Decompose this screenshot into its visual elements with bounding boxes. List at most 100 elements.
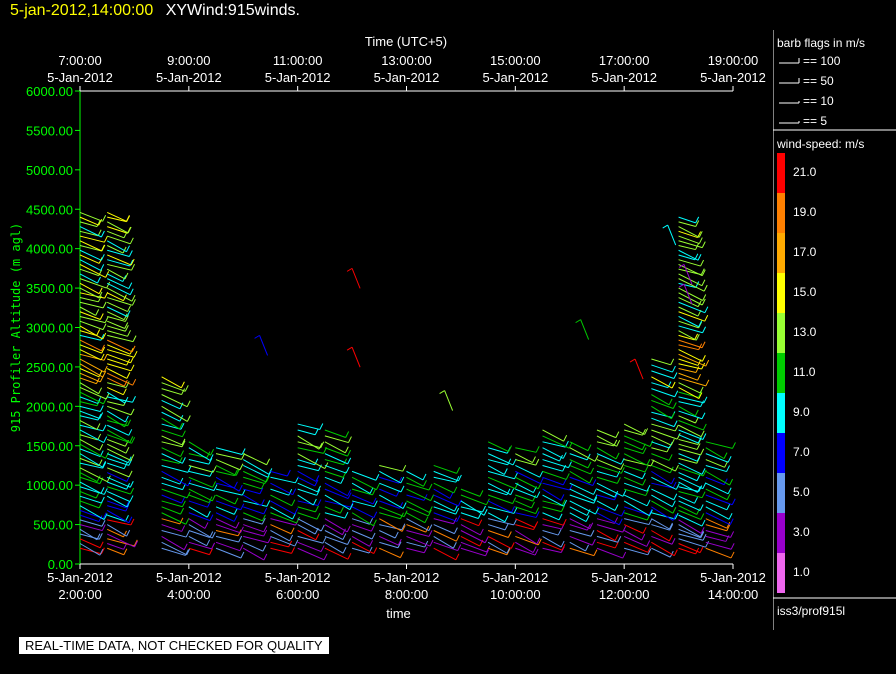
wind-barb-flag: [103, 354, 108, 361]
wind-barb: [705, 470, 730, 486]
wind-barb: [106, 448, 132, 461]
colorbar-tick-label: 9.0: [793, 405, 810, 419]
wind-barb: [106, 287, 133, 302]
wind-barb: [270, 500, 295, 515]
wind-barb-flag: [673, 420, 678, 427]
wind-barb: [297, 423, 320, 430]
wind-barb: [351, 530, 373, 540]
wind-barb: [705, 547, 732, 559]
wind-barb: [623, 453, 648, 466]
wind-barb: [79, 443, 106, 459]
wind-barb-flag: [593, 488, 597, 495]
wind-barb: [79, 519, 103, 527]
wind-barb: [623, 541, 648, 553]
wind-barb: [161, 524, 182, 532]
wind-barb-flag: [617, 536, 622, 543]
wind-barb-flag: [180, 450, 184, 457]
wind-barb-flag: [590, 530, 595, 537]
wind-barb: [488, 518, 514, 526]
wind-barb-flag: [536, 491, 541, 498]
wind-barb-flag: [268, 468, 273, 475]
x2-tick-time: 15:00:00: [490, 53, 541, 68]
wind-barb-flag: [340, 477, 345, 484]
wind-barb-flag: [124, 396, 129, 404]
wind-barb: [297, 476, 316, 487]
wind-barb-flag: [181, 496, 186, 504]
y-tick-label: 5000.00: [26, 163, 73, 178]
wind-barb-flag: [103, 436, 108, 443]
wind-barb-flag: [179, 422, 183, 430]
wind-barb-flag: [239, 544, 244, 551]
wind-barb: [596, 541, 616, 549]
wind-barb-flag: [128, 470, 133, 478]
y-tick-label: 1000.00: [26, 478, 73, 493]
wind-barb: [542, 541, 563, 551]
wind-barb: [487, 465, 505, 475]
wind-barb: [106, 221, 129, 234]
wind-barb: [596, 535, 618, 543]
wind-barb: [596, 453, 622, 465]
wind-barb-flag: [130, 356, 135, 364]
wind-barb: [161, 530, 187, 538]
wind-barb-flag: [701, 355, 706, 362]
wind-barb: [433, 482, 455, 494]
wind-barb-flag: [100, 254, 105, 261]
wind-barb-flag: [701, 412, 706, 419]
wind-barb-flag: [701, 519, 706, 527]
wind-barb: [460, 530, 486, 544]
wind-barb: [215, 447, 243, 455]
wind-barb: [678, 216, 696, 224]
wind-barb: [460, 524, 481, 536]
wind-barb-flag: [482, 505, 486, 513]
wind-barb-flag: [456, 515, 461, 522]
wind-barb-flag: [347, 492, 352, 499]
wind-barb-flag: [317, 485, 321, 493]
wind-barb-flag: [673, 372, 678, 379]
wind-barb-flag: [286, 469, 291, 477]
wind-barb: [705, 535, 726, 542]
wind-barb-flag: [181, 457, 186, 464]
wind-barb: [705, 464, 727, 473]
colorbar-tick-label: 11.0: [793, 365, 816, 379]
wind-barb: [106, 528, 124, 538]
wind-barb: [379, 518, 403, 532]
wind-barb-flag: [701, 468, 706, 475]
x-tick-date: 5-Jan-2012: [482, 570, 548, 585]
wind-barb-flag: [641, 533, 646, 541]
wind-barb-flag: [105, 392, 110, 400]
wind-barb-flag: [343, 458, 348, 465]
wind-barb: [624, 482, 648, 492]
wind-barb-flag: [457, 544, 462, 551]
wind-barb-flag: [671, 381, 676, 389]
wind-barb-flag: [668, 534, 673, 542]
wind-barb: [569, 476, 593, 486]
wind-barb: [542, 512, 560, 521]
wind-barb: [569, 470, 590, 484]
wind-barb-flag: [98, 533, 103, 540]
wind-barb-flag: [375, 483, 380, 490]
wind-barb-flag: [131, 263, 135, 271]
wind-barb-flag: [694, 333, 699, 341]
wind-barb-flag: [695, 416, 699, 424]
wind-barb: [79, 495, 102, 504]
wind-barb-flag: [209, 548, 213, 555]
x-tick-date: 5-Jan-2012: [47, 570, 113, 585]
wind-barb: [678, 320, 699, 329]
wind-barb: [270, 506, 293, 520]
wind-barb: [161, 506, 181, 515]
wind-barb-flag: [133, 350, 138, 358]
wind-barb-flag: [484, 536, 489, 543]
wind-barb: [79, 405, 101, 413]
wind-barb: [106, 391, 126, 404]
wind-barb: [79, 434, 98, 441]
wind-barb-flag: [673, 549, 678, 556]
wind-barb-flag: [698, 485, 703, 492]
wind-barb: [515, 459, 536, 466]
wind-barb: [678, 339, 703, 349]
wind-barb: [243, 506, 264, 515]
wind-barb: [678, 386, 700, 400]
wind-barb-flag: [616, 477, 621, 484]
wind-barb: [515, 488, 538, 499]
wind-barb: [79, 273, 98, 284]
wind-barb: [107, 462, 125, 470]
